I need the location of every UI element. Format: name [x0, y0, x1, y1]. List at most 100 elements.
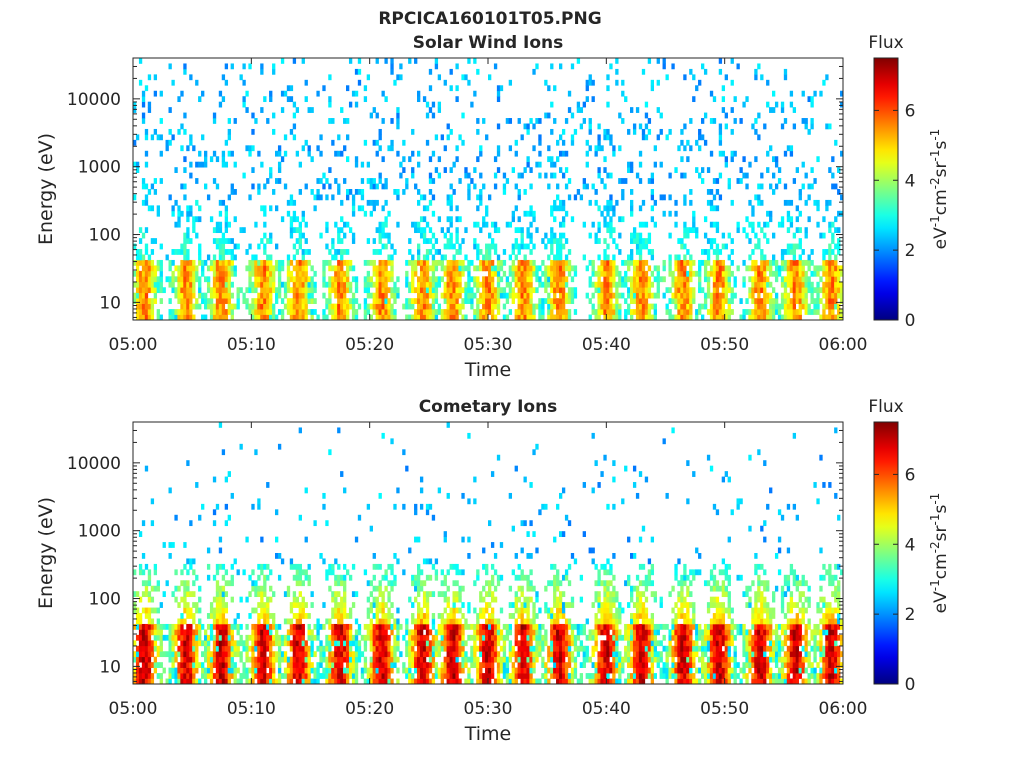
heatmap-cell: [668, 254, 672, 261]
heatmap-cell: [715, 254, 720, 261]
heatmap-cell: [485, 281, 489, 288]
heatmap-cell: [381, 298, 385, 304]
heatmap-cell: [502, 172, 507, 179]
heatmap-cell: [168, 656, 172, 663]
heatmap-cell: [473, 238, 477, 244]
heatmap-cell: [783, 68, 788, 75]
heatmap-cell: [292, 199, 297, 206]
heatmap-cell: [334, 309, 338, 315]
heatmap-cell: [286, 259, 291, 266]
heatmap-cell: [594, 199, 598, 206]
heatmap-cell: [479, 259, 483, 266]
heatmap-cell: [360, 205, 365, 212]
heatmap-cell: [289, 96, 294, 103]
heatmap-cell: [180, 569, 184, 576]
heatmap-cell: [351, 232, 356, 239]
heatmap-cell: [215, 183, 220, 190]
heatmap-cell: [307, 613, 311, 619]
heatmap-cell: [307, 629, 311, 636]
heatmap-cell: [378, 292, 382, 299]
heatmap-cell: [561, 139, 566, 146]
heatmap-cell: [280, 265, 285, 272]
heatmap-cell: [192, 613, 196, 619]
heatmap-cell: [257, 678, 261, 685]
heatmap-cell: [298, 640, 302, 647]
heatmap-cell: [150, 205, 155, 212]
heatmap-cell: [381, 667, 385, 674]
heatmap-cell: [192, 629, 196, 636]
heatmap-cell: [419, 292, 424, 299]
heatmap-cell: [544, 243, 548, 250]
heatmap-cell: [221, 673, 226, 679]
heatmap-cell: [186, 227, 190, 234]
heatmap-cell: [165, 634, 169, 641]
heatmap-cell: [334, 150, 338, 157]
colorbar-label-unit: s: [931, 141, 951, 150]
heatmap-cell: [260, 161, 264, 168]
heatmap-cell: [437, 309, 442, 315]
heatmap-cell: [257, 623, 261, 630]
heatmap-cell: [186, 303, 190, 310]
heatmap-cell: [156, 287, 160, 294]
heatmap-cell: [464, 254, 468, 261]
heatmap-cell: [579, 123, 584, 130]
heatmap-cell: [209, 667, 214, 674]
heatmap-cell: [458, 281, 462, 288]
heatmap-cell: [209, 607, 214, 614]
heatmap-cell: [156, 662, 160, 668]
heatmap-cell: [201, 298, 205, 304]
heatmap-cell: [736, 227, 740, 234]
heatmap-cell: [135, 591, 140, 598]
heatmap-cell: [334, 678, 338, 685]
heatmap-cell: [133, 640, 137, 647]
heatmap-cell: [597, 287, 601, 294]
colorbar-tick-label: 0: [905, 311, 916, 331]
heatmap-cell: [192, 314, 196, 321]
heatmap-cell: [476, 265, 480, 272]
heatmap-cell: [422, 667, 427, 674]
heatmap-cell: [224, 634, 229, 641]
heatmap-cell: [381, 303, 385, 310]
x-tick-label: 05:40: [582, 335, 631, 355]
heatmap-cell: [147, 259, 152, 266]
heatmap-cell: [224, 656, 229, 663]
heatmap-cell: [482, 281, 486, 288]
heatmap-cell: [715, 287, 720, 294]
heatmap-cell: [434, 558, 439, 565]
heatmap-cell: [653, 161, 657, 168]
heatmap-cell: [422, 298, 427, 304]
heatmap-cell: [378, 618, 382, 625]
heatmap-cell: [538, 172, 542, 179]
heatmap-cell: [183, 243, 187, 250]
heatmap-cell: [322, 314, 326, 321]
heatmap-cell: [233, 558, 237, 565]
heatmap-cell: [189, 303, 193, 310]
heatmap-cell: [233, 645, 237, 652]
heatmap-cell: [283, 634, 288, 641]
heatmap-cell: [254, 221, 258, 228]
heatmap-cell: [440, 259, 444, 266]
heatmap-cell: [496, 281, 501, 288]
heatmap-cell: [337, 276, 341, 283]
heatmap-cell: [417, 298, 421, 304]
heatmap-cell: [428, 303, 433, 310]
heatmap-cell: [428, 651, 433, 658]
heatmap-cell: [600, 287, 604, 294]
heatmap-cell: [792, 265, 797, 272]
heatmap-cell: [819, 314, 823, 321]
heatmap-cell: [712, 265, 717, 272]
heatmap-cell: [553, 199, 557, 206]
heatmap-cell: [325, 673, 329, 679]
heatmap-cell: [837, 309, 841, 315]
heatmap-cell: [366, 161, 371, 168]
heatmap-cell: [239, 443, 243, 450]
heatmap-cell: [689, 254, 693, 261]
heatmap-cell: [449, 651, 453, 658]
heatmap-cell: [325, 678, 329, 685]
heatmap-cell: [408, 651, 412, 658]
heatmap-cell: [408, 673, 412, 679]
heatmap-cell: [272, 281, 276, 288]
heatmap-cell: [192, 145, 196, 152]
heatmap-cell: [387, 298, 391, 304]
heatmap-cell: [612, 265, 616, 272]
